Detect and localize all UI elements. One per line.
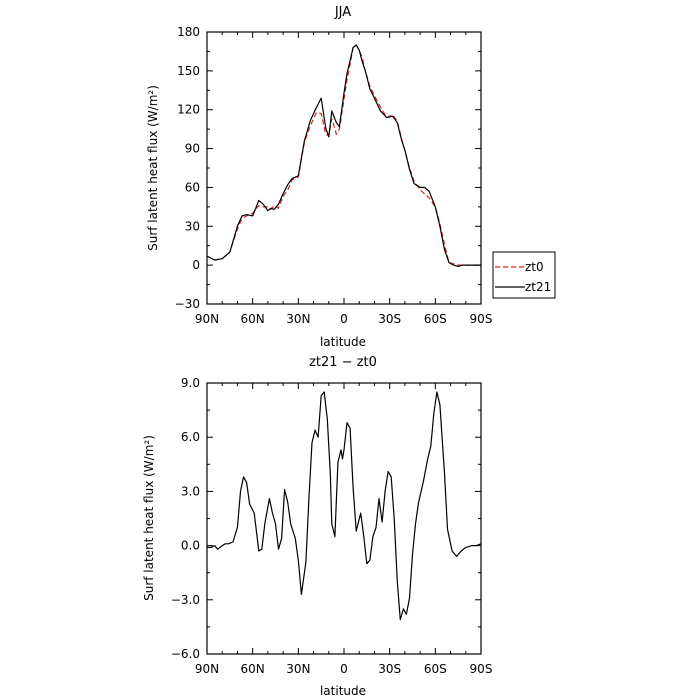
x-axis: 90N 60N 30N 0 30S 60S 90S [195,383,493,676]
plot-frame [206,31,482,305]
x-tick-label: 0 [340,662,348,676]
y-tick-label: 120 [177,103,200,117]
chart-title: JJA [334,5,351,20]
y-axis-label: Surf latent heat flux (W/m²) [146,85,160,251]
y-tick-label: 150 [177,64,200,78]
x-tick-label: 60N [241,312,265,326]
x-tick-label: 60N [241,662,265,676]
x-tick-label: 90N [195,662,219,676]
x-tick-label: 90N [195,312,219,326]
y-axis: −30 0 30 60 90 120 150 180 [175,25,481,311]
legend-label-zt21: zt21 [525,280,551,294]
legend-label-zt0: zt0 [525,260,544,274]
x-tick-label: 60S [424,662,447,676]
x-tick-label: 90S [470,312,493,326]
y-tick-label: 180 [177,25,200,39]
series-line-zt0 [206,44,481,266]
series-line-zt21-zt0 [207,391,482,621]
legend-box [492,251,556,299]
y-tick-label: 30 [185,219,200,233]
y-tick-label: 3.0 [181,484,200,498]
chart-title: zt21 − zt0 [309,355,377,370]
series-line-zt21 [206,44,481,267]
legend: zt0 zt21 [492,251,556,299]
y-tick-label: 6.0 [181,430,200,444]
plot-frame [206,382,482,655]
y-tick-label: 0 [192,258,200,272]
x-tick-label: 30S [378,312,401,326]
y-tick-label: 0.0 [181,539,200,553]
chart-jja: JJA −30 0 30 60 90 120 150 180 90N 60N 30N 0 30S 60S… [146,5,556,349]
x-axis-label: latitude [320,335,366,349]
x-tick-label: 0 [340,312,348,326]
y-tick-label: −30 [175,297,200,311]
y-tick-label: −6.0 [171,647,200,661]
plot-lines [206,44,481,267]
y-tick-label: 90 [185,142,200,156]
y-tick-label: 9.0 [181,376,200,390]
x-tick-label: 90S [470,662,493,676]
x-tick-label: 30S [378,662,401,676]
x-tick-label: 30N [286,312,310,326]
y-tick-label: −3.0 [171,593,200,607]
x-axis-label: latitude [320,684,366,698]
plot-lines [207,391,482,621]
y-axis: −6.0 −3.0 0.0 3.0 6.0 9.0 [171,376,481,661]
y-tick-label: 60 [185,180,200,194]
x-axis: 90N 60N 30N 0 30S 60S 90S [195,32,493,326]
chart-difference: zt21 − zt0 −6.0 −3.0 0.0 3.0 6.0 9.0 90N 60N 30… [142,355,492,698]
y-axis-label: Surf latent heat flux (W/m²) [142,435,156,601]
x-tick-label: 60S [424,312,447,326]
x-tick-label: 30N [286,662,310,676]
